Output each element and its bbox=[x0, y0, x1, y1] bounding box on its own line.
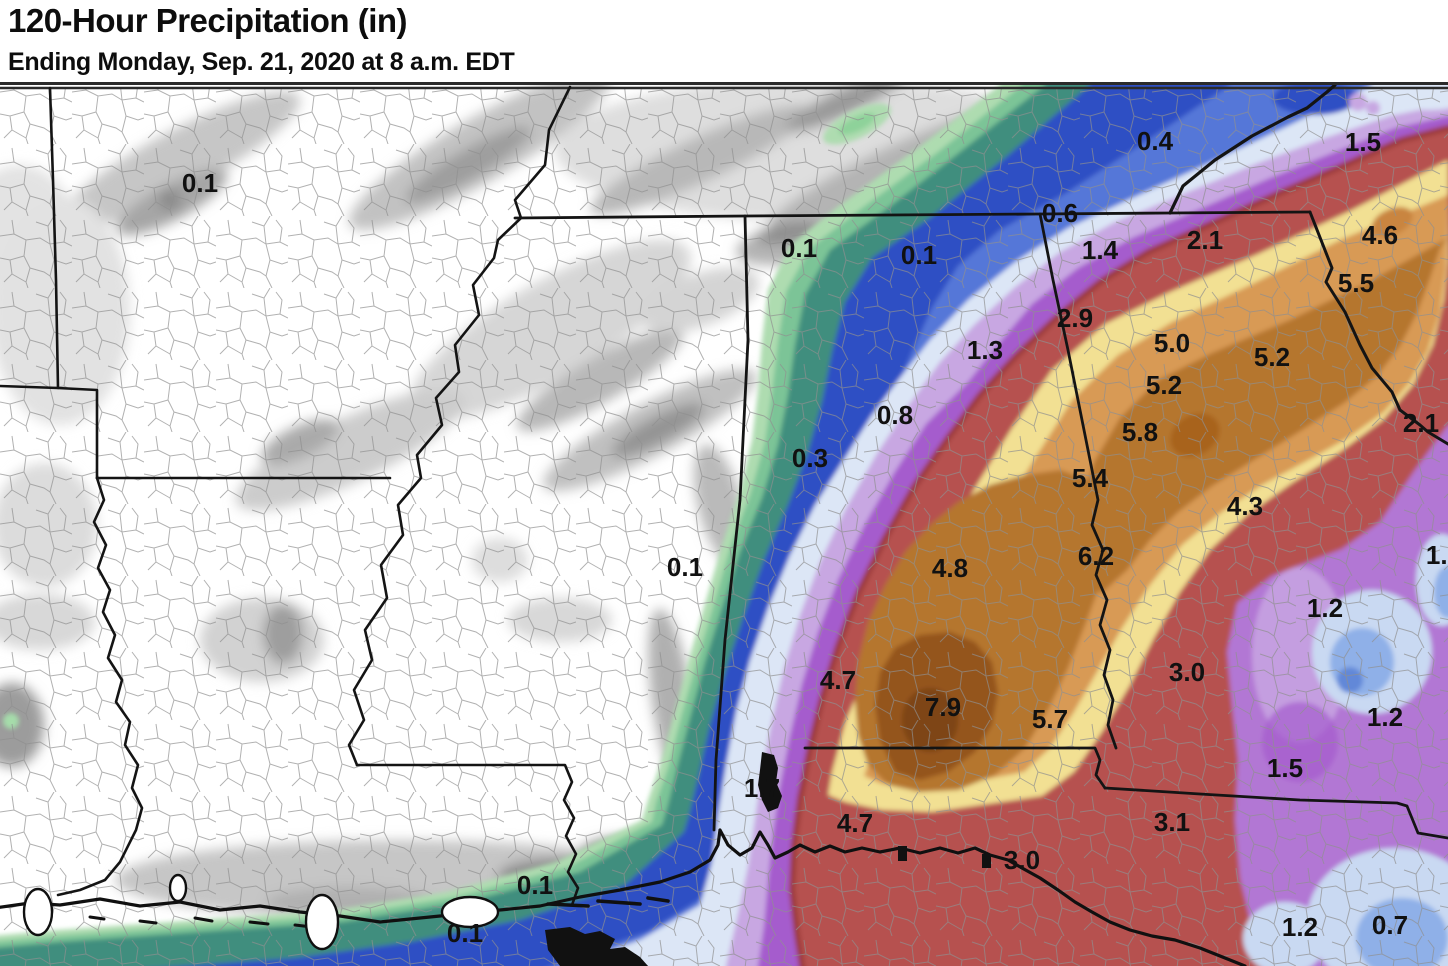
precip-value-label: 1.2 bbox=[1426, 540, 1448, 570]
precip-value-label: 0.1 bbox=[182, 168, 218, 198]
precip-value-label: 1.7 bbox=[744, 773, 780, 803]
precip-value-label: 3.0 bbox=[1004, 845, 1040, 875]
precip-value-label: 1.2 bbox=[1282, 912, 1318, 942]
precip-value-label: 4.8 bbox=[932, 553, 968, 583]
precip-value-label: 5.8 bbox=[1122, 417, 1158, 447]
title-bar: 120-Hour Precipitation (in) Ending Monda… bbox=[0, 0, 1448, 85]
precip-value-label: 5.7 bbox=[1032, 704, 1068, 734]
precip-value-label: 2.1 bbox=[1403, 408, 1439, 438]
precip-value-label: 4.6 bbox=[1362, 220, 1398, 250]
precip-value-label: 4.7 bbox=[837, 808, 873, 838]
precip-value-label: 5.4 bbox=[1072, 463, 1109, 493]
map-title: 120-Hour Precipitation (in) bbox=[8, 2, 408, 39]
precip-value-label: 1.4 bbox=[1082, 235, 1119, 265]
precip-value-label: 0.3 bbox=[792, 443, 828, 473]
precip-value-label: 1.3 bbox=[967, 335, 1003, 365]
precip-value-label: 5.2 bbox=[1146, 370, 1182, 400]
map-subtitle: Ending Monday, Sep. 21, 2020 at 8 a.m. E… bbox=[8, 48, 515, 76]
precip-value-label: 0.6 bbox=[1042, 198, 1078, 228]
precip-value-label: 6.2 bbox=[1078, 541, 1114, 571]
precip-value-label: 1.2 bbox=[1367, 702, 1403, 732]
state-borders bbox=[0, 83, 1448, 907]
precip-value-label: 7.9 bbox=[925, 692, 961, 722]
precip-value-label: 3.1 bbox=[1154, 807, 1190, 837]
precip-value-label: 0.8 bbox=[877, 400, 913, 430]
precip-value-label: 5.2 bbox=[1254, 342, 1290, 372]
precip-value-label: 0.4 bbox=[1137, 126, 1174, 156]
precip-value-label: 3.0 bbox=[1169, 657, 1205, 687]
precip-value-label: 0.7 bbox=[1372, 910, 1408, 940]
precip-value-label: 0.1 bbox=[901, 240, 937, 270]
precip-value-label: 1.2 bbox=[1307, 593, 1343, 623]
precip-value-label: 0.1 bbox=[781, 233, 817, 263]
precip-value-label: 4.7 bbox=[820, 665, 856, 695]
precip-value-label: 5.0 bbox=[1154, 328, 1190, 358]
county-grid bbox=[0, 87, 1448, 966]
precip-value-label: 4.3 bbox=[1227, 491, 1263, 521]
water-bodies bbox=[22, 752, 991, 966]
precip-value-label: 2.9 bbox=[1057, 303, 1093, 333]
labels-layer: 0.1 0.1 0.1 0.4 1.5 0.61.4 2.1 4.6 5.5 2.9 1.3 5.0 5… bbox=[182, 126, 1448, 948]
precip-value-label: 1.5 bbox=[1345, 127, 1381, 157]
precip-value-label: 1.5 bbox=[1267, 753, 1303, 783]
precip-value-label: 0.1 bbox=[667, 552, 703, 582]
precip-value-label: 0.1 bbox=[447, 918, 483, 948]
precip-value-label: 5.5 bbox=[1338, 268, 1374, 298]
precip-value-label: 0.1 bbox=[517, 870, 553, 900]
precip-value-label: 2.1 bbox=[1187, 225, 1223, 255]
